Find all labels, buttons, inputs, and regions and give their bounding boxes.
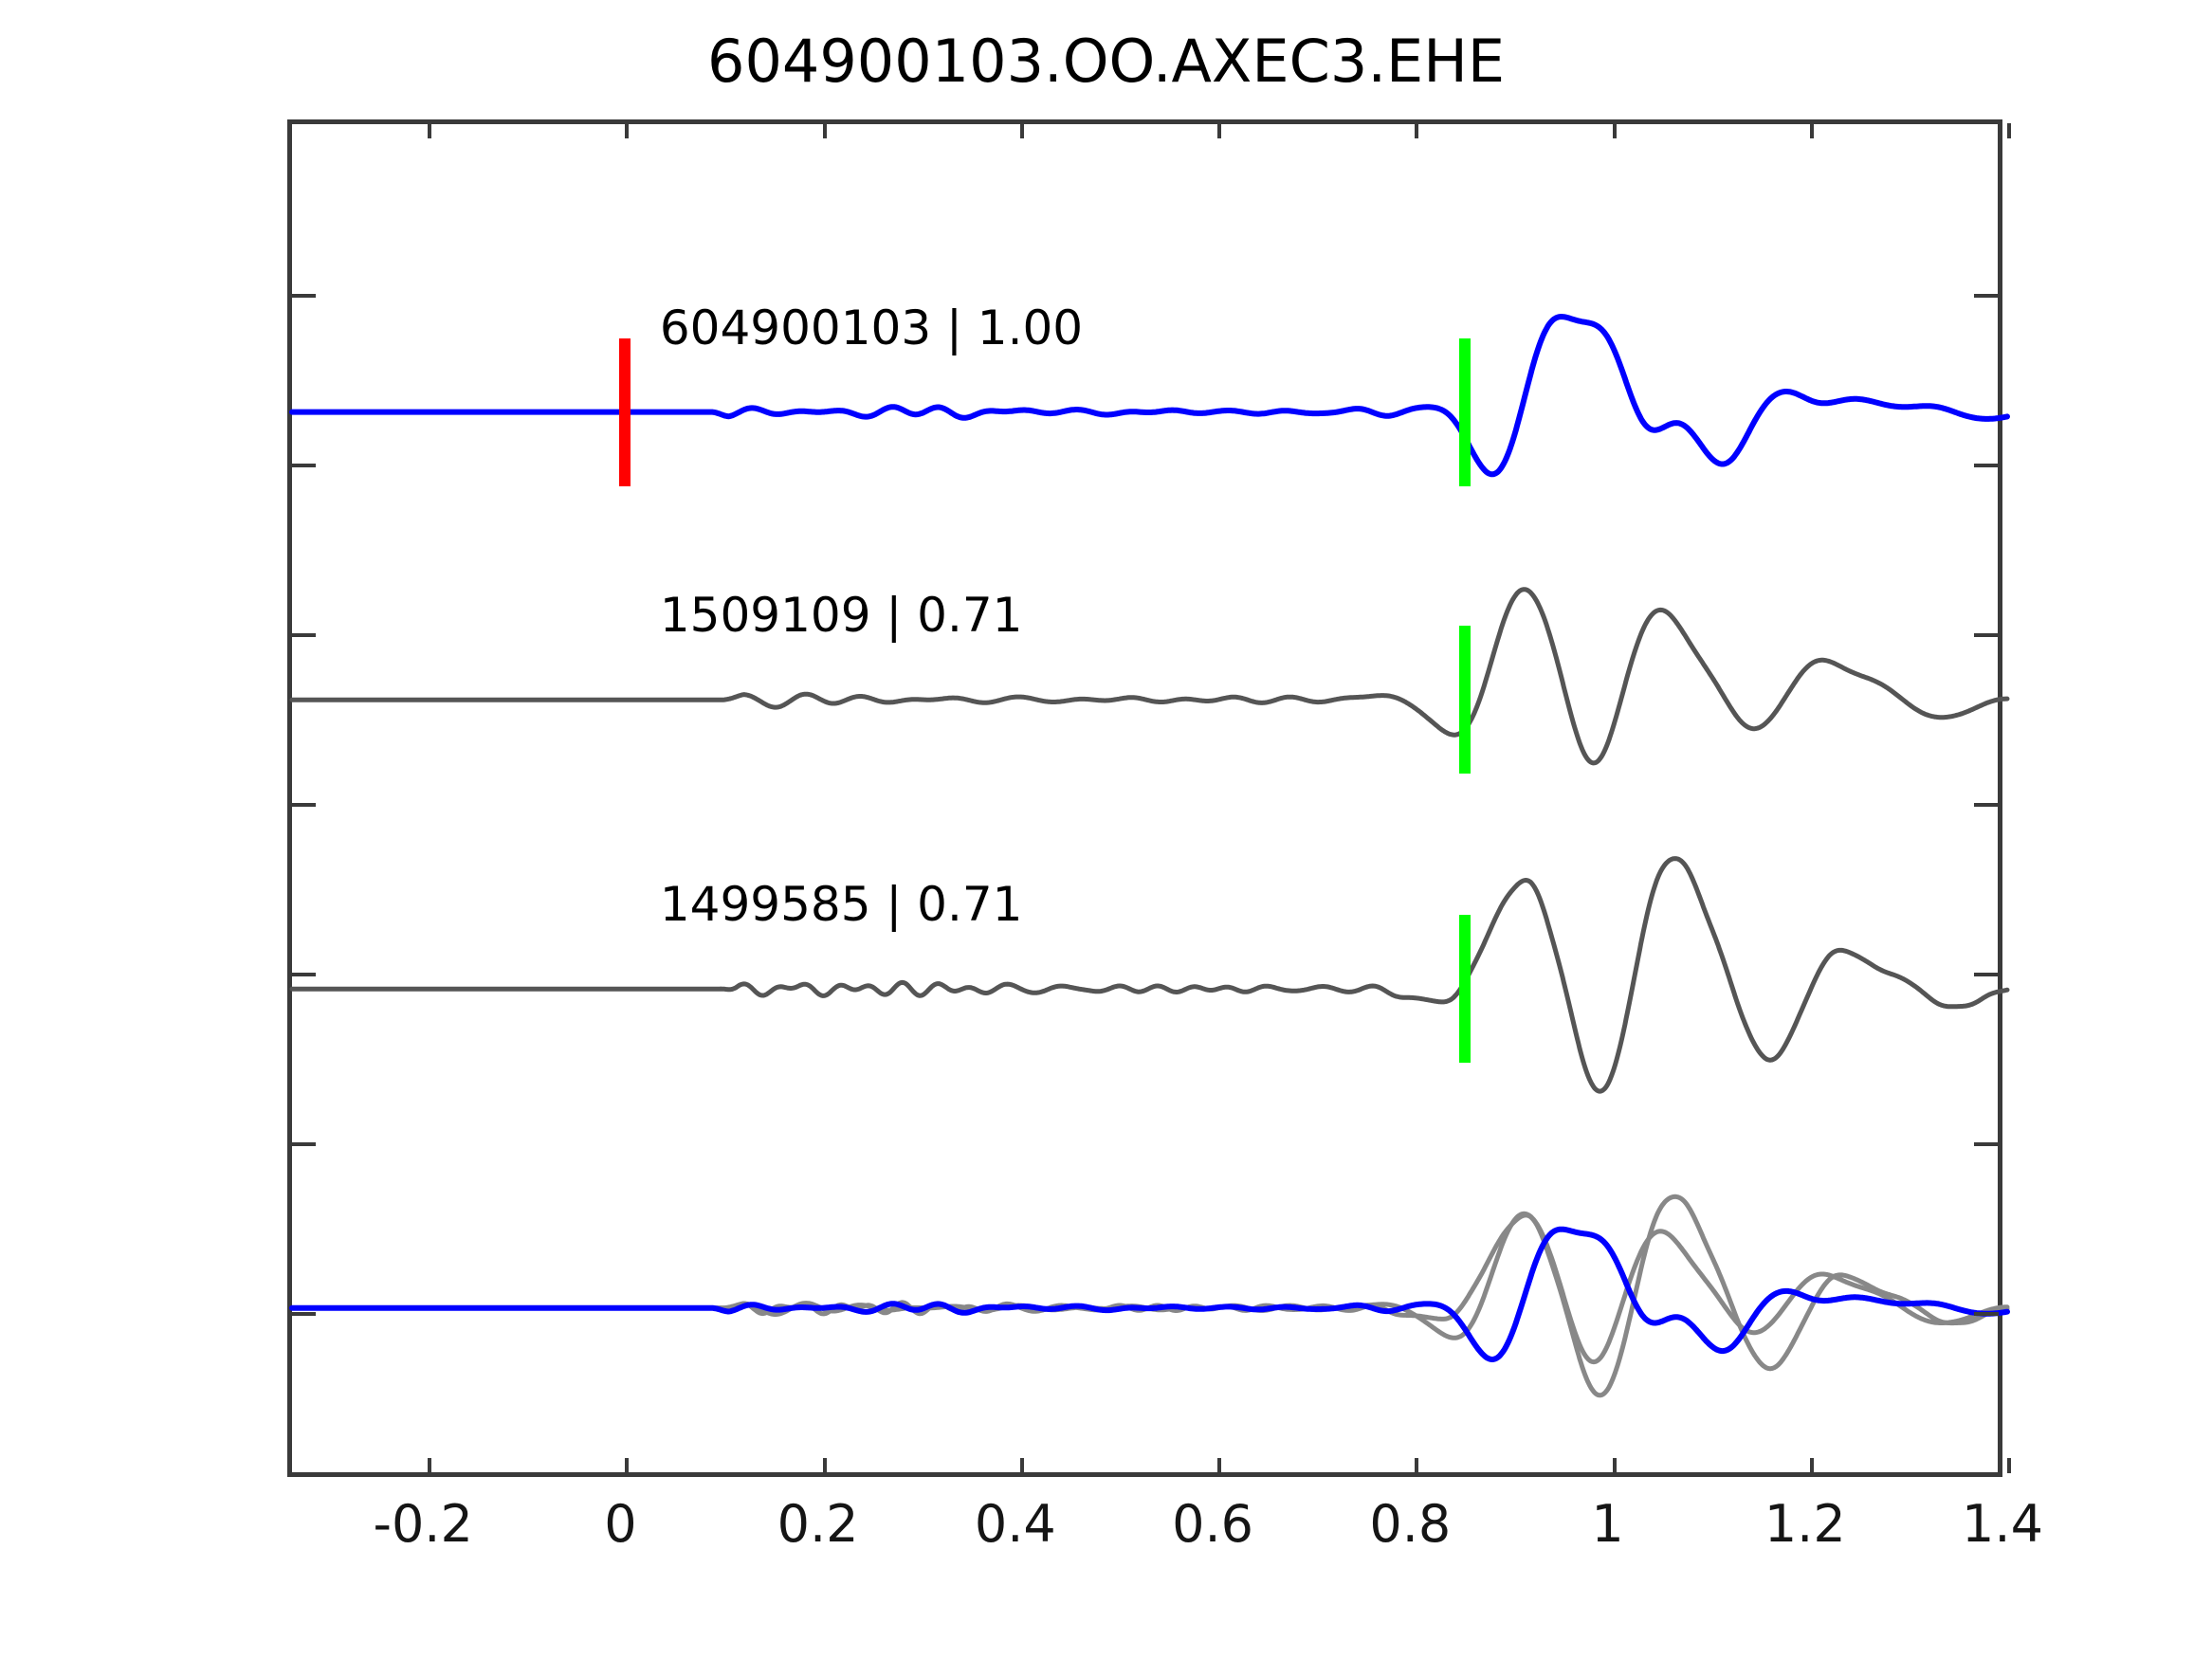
x-tick-mark-top bbox=[2007, 123, 2011, 138]
x-tick-mark-top bbox=[1612, 123, 1617, 138]
waveform-overlay-604900103 bbox=[289, 1226, 2010, 1362]
y-tick-mark-right bbox=[1974, 973, 1999, 976]
theoretical-pick-marker bbox=[1459, 915, 1472, 1064]
y-tick-mark bbox=[291, 1312, 316, 1316]
x-tick-mark-top bbox=[625, 123, 630, 138]
y-tick-mark-right bbox=[1974, 464, 1999, 467]
x-tick-mark-top bbox=[1019, 123, 1024, 138]
x-tick-label: 1 bbox=[1591, 1494, 1624, 1554]
x-tick-mark bbox=[1809, 1458, 1814, 1473]
detection-pick-marker bbox=[619, 337, 631, 486]
trace-label-604900103: 604900103 | 1.00 bbox=[659, 300, 1084, 356]
y-tick-mark bbox=[291, 1142, 316, 1146]
waveform-604900103 bbox=[289, 314, 2010, 478]
waveform-overlay-1509109 bbox=[289, 1211, 2010, 1365]
x-tick-mark bbox=[2007, 1458, 2011, 1473]
y-tick-mark bbox=[291, 464, 316, 467]
x-tick-label: 0.6 bbox=[1172, 1494, 1254, 1554]
x-tick-mark-top bbox=[1415, 123, 1419, 138]
y-tick-mark bbox=[291, 803, 316, 807]
x-tick-mark-top bbox=[1217, 123, 1222, 138]
x-tick-mark bbox=[1415, 1458, 1419, 1473]
y-tick-mark-right bbox=[1974, 1312, 1999, 1316]
x-tick-label: 0.8 bbox=[1369, 1494, 1452, 1554]
y-tick-mark bbox=[291, 633, 316, 637]
y-tick-mark bbox=[291, 294, 316, 298]
plot-area: 604900103 | 1.00 1509109 | 0.71 1499585 | … bbox=[287, 119, 2011, 1477]
x-tick-label: 1.4 bbox=[1962, 1494, 2043, 1554]
trace-label-1499585: 1499585 | 0.71 bbox=[659, 877, 1023, 933]
page-title: 604900103.OO.AXEC3.EHE bbox=[707, 27, 1505, 96]
x-tick-mark-top bbox=[822, 123, 827, 138]
x-tick-mark bbox=[428, 1458, 432, 1473]
x-tick-label: 0.4 bbox=[974, 1494, 1056, 1554]
x-tick-label: 0 bbox=[604, 1494, 637, 1554]
y-tick-mark-right bbox=[1974, 294, 1999, 298]
x-tick-mark bbox=[1612, 1458, 1617, 1473]
waveform-canvas bbox=[289, 314, 2010, 1398]
x-tick-label: -0.2 bbox=[373, 1494, 473, 1554]
y-tick-mark-right bbox=[1974, 633, 1999, 637]
x-tick-mark bbox=[1217, 1458, 1222, 1473]
waveform-1499585 bbox=[289, 856, 2010, 1094]
x-tick-mark bbox=[625, 1458, 630, 1473]
waveform-1509109 bbox=[289, 587, 2010, 766]
x-tick-mark bbox=[1019, 1458, 1024, 1473]
y-tick-mark-right bbox=[1974, 803, 1999, 807]
waveform-overlay-1499585 bbox=[289, 1194, 2010, 1398]
x-tick-mark-top bbox=[1809, 123, 1814, 138]
theoretical-pick-marker bbox=[1459, 626, 1472, 775]
x-tick-label: 1.2 bbox=[1764, 1494, 1846, 1554]
x-tick-mark-top bbox=[428, 123, 432, 138]
x-tick-mark bbox=[822, 1458, 827, 1473]
y-tick-mark bbox=[291, 973, 316, 976]
x-tick-label: 0.2 bbox=[777, 1494, 859, 1554]
trace-label-1509109: 1509109 | 0.71 bbox=[659, 588, 1023, 644]
theoretical-pick-marker bbox=[1459, 337, 1472, 486]
y-tick-mark-right bbox=[1974, 1142, 1999, 1146]
